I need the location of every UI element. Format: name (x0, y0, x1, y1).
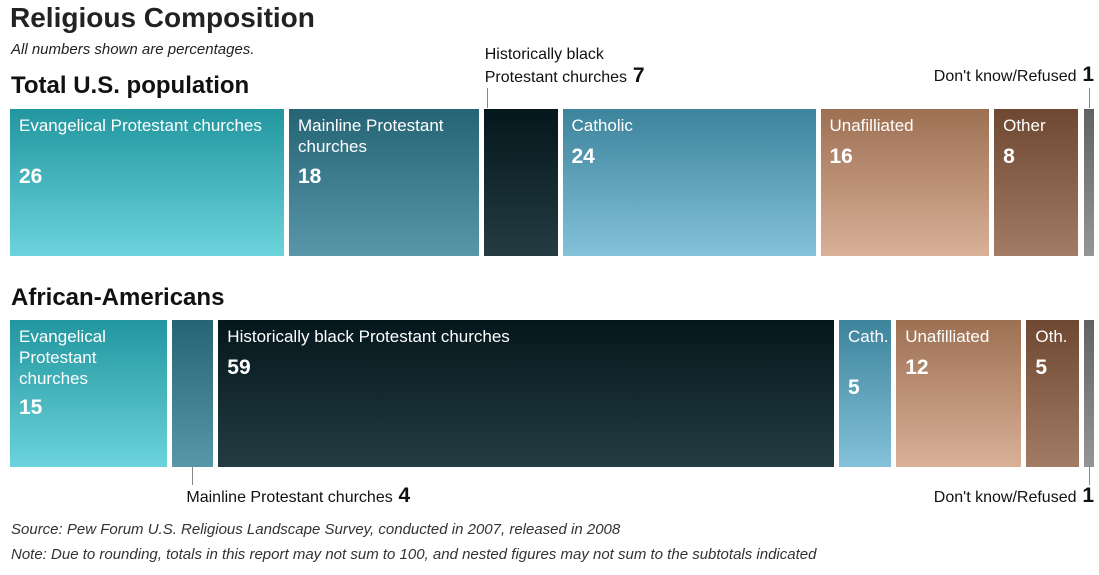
segment-label: Historically black Protestant churches (227, 327, 510, 346)
bar-segment-aa-historically-black: Historically black Protestant churches 59 (218, 320, 834, 467)
external-label-value: 1 (1076, 484, 1094, 507)
segment-value: 24 (571, 145, 595, 168)
bar-segment-aa-evangelical: Evangelical Protestant churches 15 (10, 320, 167, 467)
external-label-dont-know: Don't know/Refused 1 (934, 64, 1094, 87)
source-note: Source: Pew Forum U.S. Religious Landsca… (11, 521, 621, 538)
external-label-value: 7 (627, 64, 645, 87)
chart-subtitle: All numbers shown are percentages. (11, 41, 255, 58)
group-title-african-americans: African-Americans (11, 284, 225, 311)
segment-label: Cath. (848, 327, 889, 346)
bar-segment-total-mainline: Mainline Protestant churches 18 (289, 109, 479, 256)
leader-line (1088, 88, 1090, 108)
segment-label: Oth. (1035, 327, 1068, 346)
segment-value: 18 (298, 165, 322, 188)
group-title-total-us: Total U.S. population (11, 72, 250, 99)
bar-segment-total-dont-know (1083, 109, 1094, 256)
segment-label: Evangelical Protestant churches (19, 116, 262, 135)
segment-label: Catholic (571, 116, 633, 135)
rounding-note: Note: Due to rounding, totals in this re… (11, 546, 817, 563)
external-label-line: Protestant churches (484, 69, 628, 86)
segment-label: Unafilliated (829, 116, 914, 135)
external-label-text: Mainline Protestant churches (186, 489, 393, 506)
segment-value: 15 (19, 396, 43, 419)
segment-label: Mainline Protestant churches (298, 116, 444, 156)
segment-value: 12 (905, 356, 929, 379)
chart-title: Religious Composition (10, 2, 315, 33)
segment-value: 5 (848, 376, 860, 399)
external-label-text: Historically black Protestant churches (485, 46, 627, 86)
bar-segment-aa-other: Oth. 5 (1026, 320, 1079, 467)
bar-segment-aa-catholic: Cath. 5 (839, 320, 892, 467)
external-label-value: 1 (1076, 63, 1094, 86)
segment-value: 16 (829, 145, 853, 168)
segment-value: 26 (19, 165, 43, 188)
bar-segment-total-historically-black (483, 109, 558, 256)
segment-label: Evangelical Protestant churches (19, 327, 106, 388)
bar-segment-aa-dont-know (1083, 320, 1094, 467)
bar-segment-aa-unaffiliated: Unafilliated 12 (896, 320, 1022, 467)
bar-segment-aa-mainline (171, 320, 214, 467)
bar-segment-total-evangelical: Evangelical Protestant churches 26 (10, 109, 284, 256)
external-label-historically-black: Historically black Protestant churches 7 (485, 44, 645, 88)
external-label-text: Don't know/Refused (933, 489, 1077, 506)
bar-segment-total-other: Other 8 (994, 109, 1079, 256)
segment-label: Other (1003, 116, 1046, 135)
segment-value: 5 (1035, 356, 1048, 379)
external-label-dont-know: Don't know/Refused 1 (934, 485, 1094, 508)
segment-label: Unafilliated (905, 327, 990, 346)
leader-line (192, 467, 194, 485)
bar-segment-total-catholic: Catholic 24 (562, 109, 816, 256)
leader-line (486, 88, 488, 108)
external-label-text: Don't know/Refused (933, 68, 1077, 85)
bar-segment-total-unaffiliated: Unafilliated 16 (820, 109, 990, 256)
segment-value: 59 (227, 356, 251, 379)
leader-line (1088, 467, 1090, 485)
external-label-line: Historically black (484, 46, 604, 63)
external-label-mainline: Mainline Protestant churches 4 (186, 485, 410, 508)
segment-value: 8 (1003, 145, 1015, 168)
external-label-value: 4 (392, 484, 411, 507)
